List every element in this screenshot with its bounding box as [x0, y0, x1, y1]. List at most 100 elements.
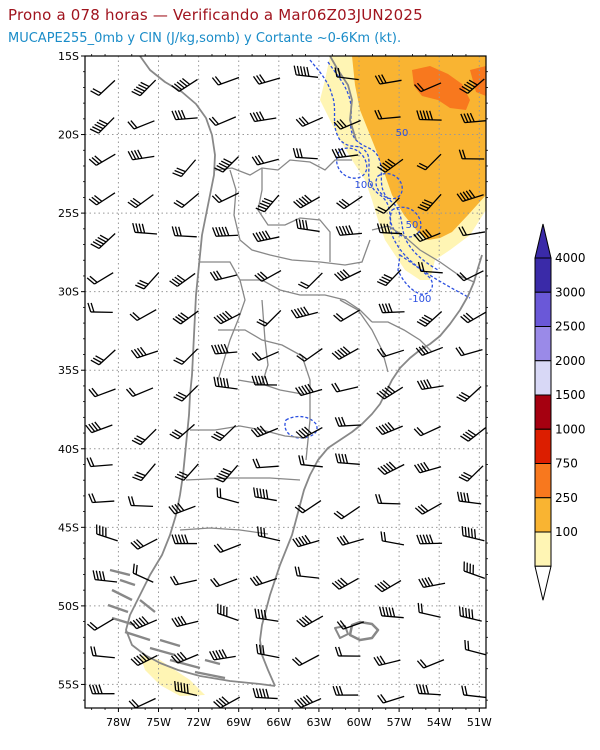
wind-barb — [331, 577, 359, 590]
colorbar-legend: 4000 3000 2500 2000 1500 1000 750 250 100 — [534, 223, 586, 601]
wind-barb — [170, 651, 199, 664]
wind-barb — [208, 116, 237, 127]
wind-barb — [209, 649, 236, 661]
wind-barb — [460, 427, 486, 442]
colorbar-label: 1500 — [555, 388, 586, 402]
wind-barb — [415, 684, 441, 696]
wind-barb — [374, 580, 402, 593]
wind-barb — [333, 505, 361, 520]
colorbar-label: 3000 — [555, 285, 586, 299]
wind-barb — [214, 464, 239, 483]
wind-barb — [209, 270, 237, 281]
wind-barb — [460, 311, 486, 324]
cin-contours — [284, 59, 471, 439]
wind-barb — [417, 602, 441, 618]
wind-barb — [417, 261, 443, 274]
wind-barb — [132, 222, 158, 235]
wind-barb — [377, 694, 405, 704]
wind-barb — [127, 496, 154, 508]
wind-barb — [87, 302, 113, 314]
wind-barb — [90, 349, 116, 366]
wind-barb — [414, 502, 442, 515]
wind-barb — [290, 306, 318, 319]
wind-barb — [173, 385, 199, 402]
wind-barb — [127, 149, 155, 161]
wind-barb — [87, 618, 114, 631]
wind-barb — [256, 310, 282, 327]
wind-barb — [169, 272, 196, 287]
wind-barb — [125, 387, 154, 397]
wind-barb — [380, 531, 405, 546]
wind-barb — [374, 74, 402, 85]
wind-barb — [377, 158, 404, 173]
wind-barb — [292, 147, 318, 160]
wind-barb — [88, 684, 115, 695]
wind-barb — [376, 223, 403, 235]
cin-contour-label: -100 — [409, 294, 432, 305]
longitude-labels: 78W 75W 72W 69W 66W 63W 60W 57W 54W 51W — [91, 54, 492, 729]
wind-barb — [255, 194, 280, 213]
wind-barb — [211, 76, 240, 86]
wind-barb — [173, 192, 200, 209]
wind-barb — [295, 116, 323, 127]
wind-barb — [216, 487, 239, 504]
wind-barb — [334, 67, 359, 81]
wind-barb — [211, 343, 238, 355]
wind-barb — [86, 272, 114, 285]
chile-fjord-islands — [107, 568, 226, 680]
wind-barb — [169, 423, 195, 440]
lon-label: 69W — [226, 716, 251, 729]
wind-barb — [130, 538, 158, 550]
wind-barb — [413, 425, 441, 437]
wind-barb — [458, 606, 482, 622]
wind-barb — [135, 272, 160, 290]
wind-barb — [294, 500, 322, 514]
lon-label: 78W — [106, 716, 131, 729]
wind-barb — [252, 74, 281, 85]
colorbar-bottom-triangle — [534, 565, 552, 601]
wind-barb — [336, 620, 365, 630]
colorbar-segment — [534, 326, 552, 362]
cape-shading — [140, 56, 486, 696]
wind-barb — [375, 421, 403, 436]
colorbar-label: 100 — [555, 525, 578, 539]
wind-barb — [335, 225, 362, 236]
colorbar-label: 250 — [555, 491, 578, 505]
wind-barb — [210, 577, 238, 588]
wind-barb — [217, 603, 239, 622]
colorbar-segment — [534, 257, 552, 293]
wind-barb — [413, 461, 442, 474]
wind-barb — [252, 688, 278, 700]
wind-barb — [334, 453, 360, 465]
wind-barb — [414, 82, 442, 93]
wind-barb — [456, 189, 484, 203]
wind-barb — [254, 270, 282, 282]
cin-contour-label: 50 — [406, 220, 419, 231]
wind-barb — [377, 461, 405, 476]
wind-barb — [88, 493, 115, 504]
wind-barb — [331, 382, 359, 393]
wind-barb — [214, 156, 239, 173]
wind-barb — [376, 269, 402, 287]
wind-barb — [213, 543, 242, 553]
wind-barb — [376, 385, 404, 400]
wind-barb — [254, 608, 279, 622]
wind-barb — [171, 78, 198, 92]
wind-barb — [86, 457, 113, 468]
wind-barb — [458, 149, 485, 160]
wind-barb — [456, 270, 484, 282]
colorbar-label: 2500 — [555, 320, 586, 334]
wind-barb — [336, 535, 364, 546]
wind-barb — [292, 534, 320, 548]
wind-barb — [413, 229, 441, 243]
lon-label: 57W — [387, 716, 412, 729]
wind-barb — [374, 109, 401, 120]
lat-label: 40S — [58, 443, 79, 456]
wind-barb — [376, 347, 405, 358]
cin-contour-label: 50 — [396, 128, 409, 139]
wind-barb — [172, 310, 199, 325]
wind-barb — [333, 309, 360, 322]
wind-barb — [461, 526, 485, 542]
wind-barb — [375, 197, 400, 214]
wind-barb — [173, 348, 199, 365]
